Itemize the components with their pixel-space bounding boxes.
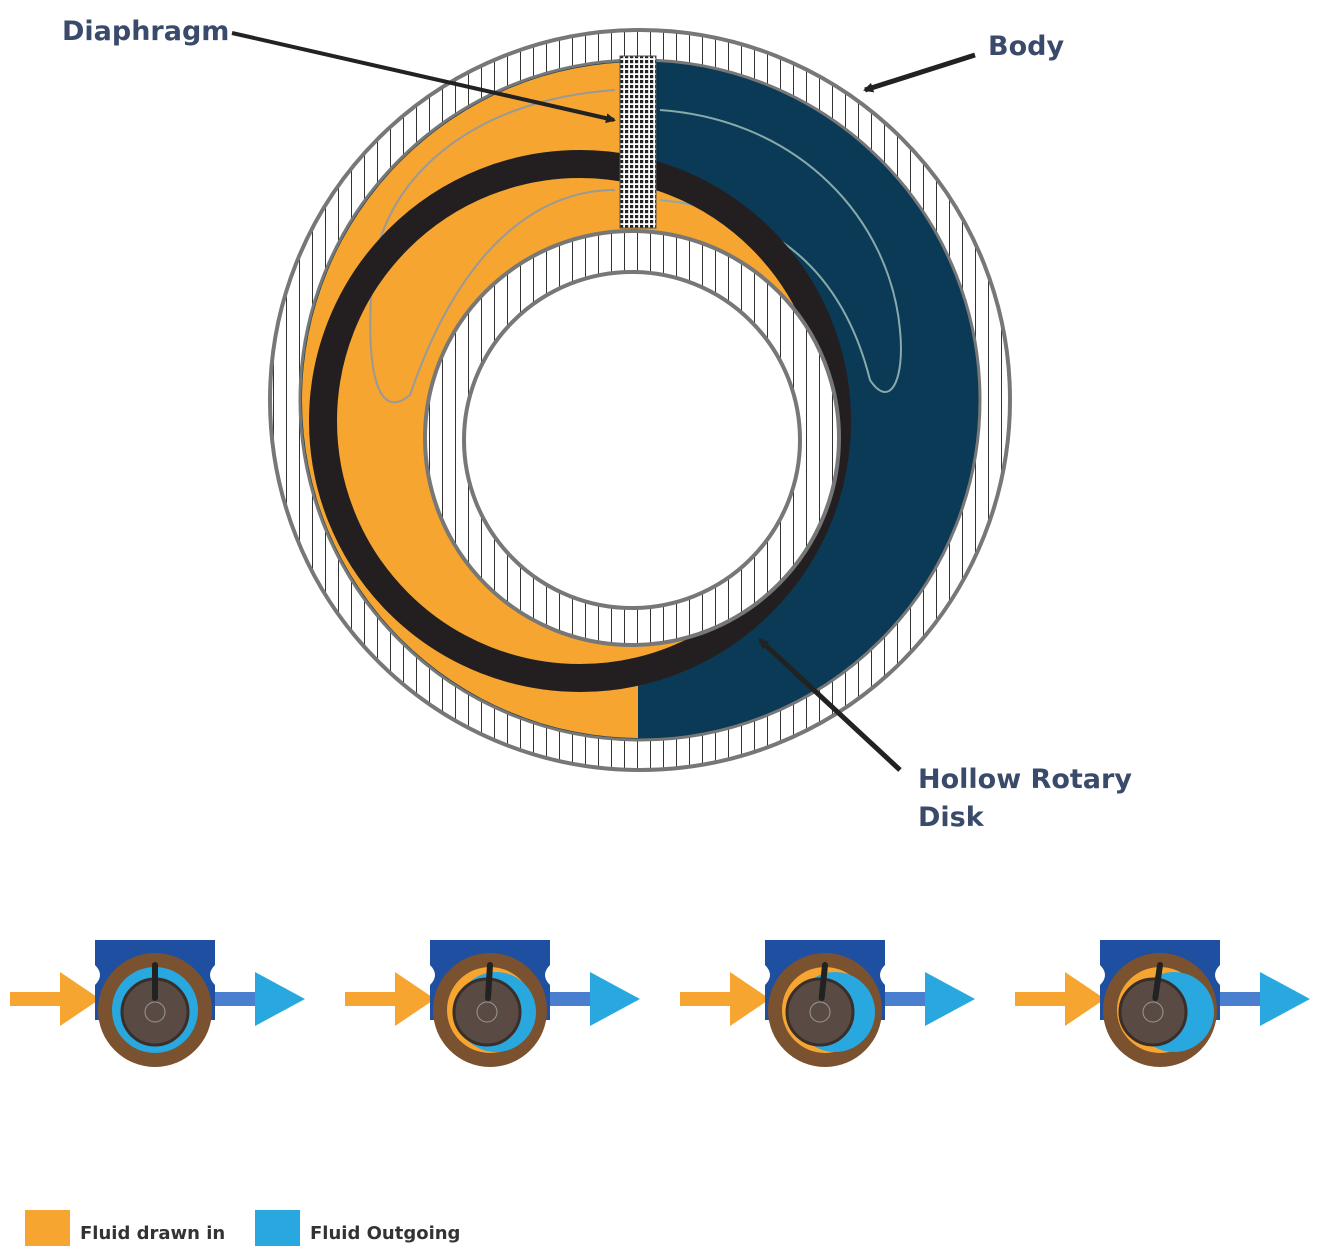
- pump-hub: [476, 1001, 498, 1023]
- legend-swatch: [25, 1210, 70, 1246]
- label: Disk: [918, 802, 985, 833]
- outlet-arrow: [1260, 972, 1310, 1026]
- outlet-pipe: [205, 992, 265, 1006]
- legend-swatch: [255, 1210, 300, 1246]
- pump-rotor: [1118, 977, 1188, 1047]
- pump-vane: [1152, 962, 1163, 1001]
- pump-rotor: [785, 977, 855, 1047]
- arrow: [231, 31, 616, 124]
- outlet-arrow: [255, 972, 305, 1026]
- inlet-pipe: [680, 992, 740, 1006]
- inlet-pipe: [345, 992, 405, 1006]
- diaphragm: [619, 55, 657, 229]
- pump-stage: [680, 940, 975, 1067]
- hub-center: [462, 270, 802, 610]
- inlet-arrow: [395, 972, 435, 1026]
- label: Hollow Rotary: [918, 764, 1132, 795]
- pump-hub: [809, 1001, 831, 1023]
- legend: Fluid drawn in Fluid Outgoing: [25, 1210, 460, 1246]
- pump-vane: [818, 962, 828, 1001]
- outlet-pipe: [1210, 992, 1270, 1006]
- pump-hub: [144, 1001, 166, 1023]
- pump-vane: [485, 962, 493, 1001]
- rotary-pump: [268, 28, 1012, 772]
- pump-stage: [345, 940, 640, 1067]
- label: Diaphragm: [62, 16, 229, 47]
- pump-sequence: [10, 940, 1310, 1067]
- label: Body: [988, 31, 1064, 62]
- inlet-pipe: [1015, 992, 1075, 1006]
- inlet-arrow: [60, 972, 100, 1026]
- outlet-pipe: [875, 992, 935, 1006]
- outlet-arrow: [925, 972, 975, 1026]
- pump-stage: [1015, 940, 1310, 1067]
- arrow: [758, 638, 902, 772]
- pump-stage: [10, 940, 305, 1067]
- pump-hub: [1142, 1001, 1164, 1023]
- legend-label: Fluid Outgoing: [310, 1223, 460, 1244]
- inlet-arrow: [1065, 972, 1105, 1026]
- outlet-arrow: [590, 972, 640, 1026]
- legend-label: Fluid drawn in: [80, 1223, 225, 1244]
- inlet-arrow: [730, 972, 770, 1026]
- arrow: [863, 52, 976, 93]
- flow-line: [369, 89, 616, 404]
- inlet-pipe: [10, 992, 70, 1006]
- outlet-pipe: [540, 992, 600, 1006]
